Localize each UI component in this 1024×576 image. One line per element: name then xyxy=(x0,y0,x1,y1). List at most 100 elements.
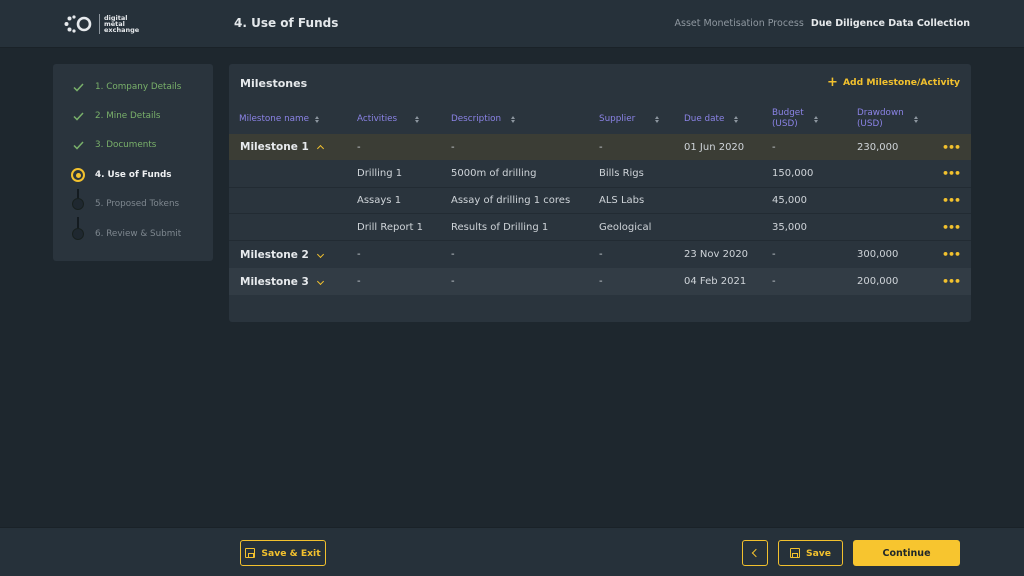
sort-icon[interactable] xyxy=(655,115,660,123)
chevron-up-icon[interactable] xyxy=(317,143,325,151)
step-review-submit[interactable]: 6. Review & Submit xyxy=(71,225,181,243)
milestone-row[interactable]: Milestone 2 - - - 23 Nov 2020 - 300,000 … xyxy=(229,240,971,268)
column-label-line-2: (USD) xyxy=(772,119,798,129)
check-icon xyxy=(71,138,85,152)
pending-step-icon xyxy=(71,227,85,241)
logo-divider xyxy=(99,14,100,34)
cell-supplier: Bills Rigs xyxy=(599,168,644,179)
column-label: Description xyxy=(451,114,502,124)
cell-description: Assay of drilling 1 cores xyxy=(451,195,571,206)
milestone-name-text: Milestone 1 xyxy=(240,141,309,153)
sort-icon[interactable] xyxy=(415,115,420,123)
milestone-name[interactable]: Milestone 2 xyxy=(240,241,325,268)
logo[interactable]: digital metal exchange xyxy=(64,13,139,35)
save-icon xyxy=(789,548,800,558)
cell-description: - xyxy=(451,249,455,260)
breadcrumb-process[interactable]: Asset Monetisation Process xyxy=(674,18,804,29)
step-documents[interactable]: 3. Documents xyxy=(71,136,156,154)
cell-budget: 35,000 xyxy=(772,221,807,233)
cell-supplier: - xyxy=(599,141,603,153)
step-label: 6. Review & Submit xyxy=(95,229,182,239)
cell-description: - xyxy=(451,276,455,287)
column-header-description[interactable]: Description xyxy=(451,104,516,134)
add-milestone-button[interactable]: + Add Milestone/Activity xyxy=(827,74,960,90)
step-mine-details[interactable]: 2. Mine Details xyxy=(71,107,161,125)
cell-activities: - xyxy=(357,141,361,153)
step-label: 2. Mine Details xyxy=(95,111,161,121)
milestones-panel: Milestones + Add Milestone/Activity Mile… xyxy=(229,64,971,322)
step-connector xyxy=(77,217,79,229)
more-options-icon[interactable]: ••• xyxy=(942,275,961,288)
breadcrumb-current: Due Diligence Data Collection xyxy=(810,18,970,29)
cell-description: - xyxy=(451,141,455,153)
column-header-budget[interactable]: Budget (USD) xyxy=(772,104,818,134)
cell-drawdown: 230,000 xyxy=(857,141,899,153)
column-header-due-date[interactable]: Due date xyxy=(684,104,739,134)
chevron-left-icon xyxy=(751,548,761,558)
activity-row[interactable]: Assays 1 Assay of drilling 1 cores ALS L… xyxy=(229,188,971,214)
sort-icon[interactable] xyxy=(734,115,739,123)
cell-supplier: ALS Labs xyxy=(599,195,645,206)
pending-step-icon xyxy=(71,197,85,211)
save-exit-button[interactable]: Save & Exit xyxy=(240,540,326,566)
cell-activities: Assays 1 xyxy=(357,195,402,206)
logo-mark-icon xyxy=(64,15,92,33)
step-connector xyxy=(77,189,79,199)
column-label: Due date xyxy=(684,114,725,124)
table-header: Milestone name Activities Description Su… xyxy=(229,104,971,134)
more-options-icon[interactable]: ••• xyxy=(942,194,961,207)
milestone-row[interactable]: Milestone 3 - - - 04 Feb 2021 - 200,000 … xyxy=(229,268,971,295)
sort-icon[interactable] xyxy=(511,115,516,123)
step-proposed-tokens[interactable]: 5. Proposed Tokens xyxy=(71,195,179,213)
milestone-name-text: Milestone 2 xyxy=(240,248,309,261)
sort-icon[interactable] xyxy=(315,115,320,123)
more-options-icon[interactable]: ••• xyxy=(942,248,961,261)
continue-button[interactable]: Continue xyxy=(853,540,960,566)
activity-row[interactable]: Drill Report 1 Results of Drilling 1 Geo… xyxy=(229,214,971,240)
more-options-icon[interactable]: ••• xyxy=(942,140,961,154)
column-header-drawdown[interactable]: Drawdown (USD) xyxy=(857,104,918,134)
cell-activities: Drilling 1 xyxy=(357,168,403,179)
column-header-name[interactable]: Milestone name xyxy=(239,104,320,134)
milestone-row[interactable]: Milestone 1 - - - 01 Jun 2020 - 230,000 … xyxy=(229,134,971,160)
more-options-icon[interactable]: ••• xyxy=(942,220,961,234)
cell-activities: Drill Report 1 xyxy=(357,221,424,233)
cell-supplier: Geological xyxy=(599,221,652,233)
milestone-name[interactable]: Milestone 1 xyxy=(240,134,325,160)
milestone-name[interactable]: Milestone 3 xyxy=(240,268,325,295)
column-header-activities[interactable]: Activities xyxy=(357,104,420,134)
panel-title: Milestones xyxy=(240,77,308,90)
cell-budget: - xyxy=(772,276,776,287)
cell-due-date: 01 Jun 2020 xyxy=(684,141,745,153)
add-milestone-label: Add Milestone/Activity xyxy=(842,77,960,88)
logo-word-1: digital xyxy=(104,13,128,22)
step-use-of-funds[interactable]: 4. Use of Funds xyxy=(71,166,172,184)
activity-row[interactable]: Drilling 1 5000m of drilling Bills Rigs … xyxy=(229,160,971,188)
chevron-down-icon[interactable] xyxy=(317,251,325,259)
cell-budget: - xyxy=(772,141,776,153)
current-step-icon xyxy=(71,168,85,182)
cell-budget: - xyxy=(772,249,776,260)
cell-activities: - xyxy=(357,249,361,260)
column-header-supplier[interactable]: Supplier xyxy=(599,104,660,134)
sort-icon[interactable] xyxy=(913,115,918,123)
cell-budget: 45,000 xyxy=(772,195,807,206)
save-exit-label: Save & Exit xyxy=(261,547,321,559)
cell-supplier: - xyxy=(599,276,603,287)
plus-icon: + xyxy=(827,74,838,90)
sort-icon[interactable] xyxy=(813,115,818,123)
step-company-details[interactable]: 1. Company Details xyxy=(71,78,181,96)
step-navigator: 1. Company Details 2. Mine Details 3. Do… xyxy=(53,64,213,261)
more-options-icon[interactable]: ••• xyxy=(942,167,961,180)
cell-drawdown: 200,000 xyxy=(857,276,899,287)
save-button[interactable]: Save xyxy=(778,540,843,566)
cell-drawdown: 300,000 xyxy=(857,249,899,260)
check-icon xyxy=(71,109,85,123)
continue-label: Continue xyxy=(882,547,931,559)
back-button[interactable] xyxy=(742,540,768,566)
milestone-name-text: Milestone 3 xyxy=(240,275,309,288)
chevron-down-icon[interactable] xyxy=(317,278,325,286)
step-label: 1. Company Details xyxy=(95,82,182,92)
top-bar: digital metal exchange 4. Use of Funds A… xyxy=(0,0,1024,48)
step-label: 4. Use of Funds xyxy=(95,170,172,180)
